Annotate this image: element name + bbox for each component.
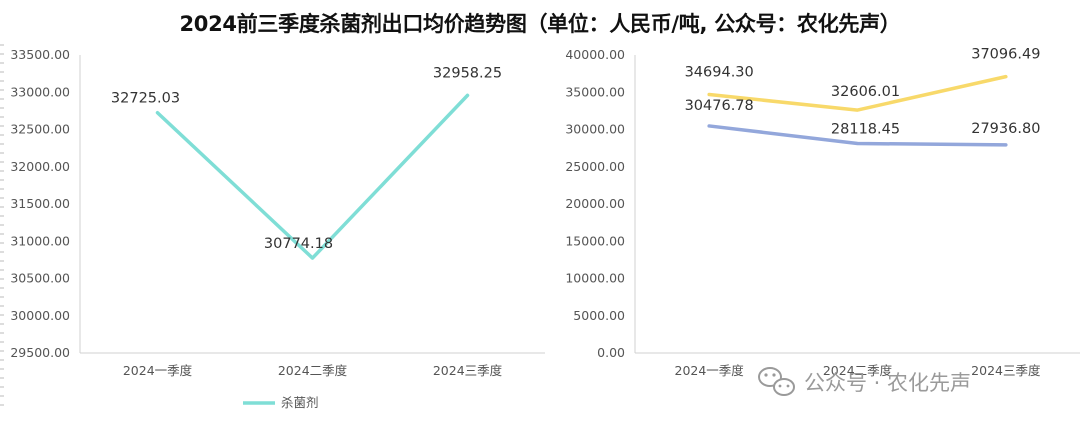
data-label: 37096.49 bbox=[971, 47, 1040, 63]
legend-label: 杀菌剂 bbox=[281, 395, 319, 410]
data-label: 32958.25 bbox=[433, 65, 502, 81]
series-line bbox=[707, 124, 1008, 147]
x-tick-label: 2024三季度 bbox=[971, 363, 1041, 378]
y-tick-label: 31000.00 bbox=[10, 233, 70, 248]
x-tick-label: 2024二季度 bbox=[823, 363, 893, 378]
y-tick-label: 40000.00 bbox=[565, 47, 625, 62]
y-tick-label: 33500.00 bbox=[10, 47, 70, 62]
y-tick-label: 35000.00 bbox=[565, 84, 625, 99]
chart-2: 0.00 5000.00 10000.00 15000.00 20000.00 25000… bbox=[565, 47, 1080, 378]
y-tick-label: 25000.00 bbox=[565, 159, 625, 174]
data-label: 30774.18 bbox=[264, 236, 333, 252]
y-tick-label: 30500.00 bbox=[10, 271, 70, 286]
data-label: 34694.30 bbox=[685, 65, 754, 81]
watermark-text: 公众号 · 农化先声 bbox=[804, 371, 971, 395]
wechat-icon bbox=[758, 367, 795, 396]
y-tick-label: 32500.00 bbox=[10, 122, 70, 137]
data-label: 32606.01 bbox=[831, 84, 900, 100]
y-tick-label: 31500.00 bbox=[10, 196, 70, 211]
data-label: 32725.03 bbox=[111, 91, 180, 107]
y-tick-label: 29500.00 bbox=[10, 345, 70, 360]
series-line bbox=[707, 74, 1008, 112]
chart-1: 29500.00 30000.00 30500.00 31000.00 31500.00… bbox=[0, 44, 545, 410]
data-label: 27936.80 bbox=[971, 121, 1040, 137]
y-tick-label: 33000.00 bbox=[10, 84, 70, 99]
chart-title: 2024前三季度杀菌剂出口均价趋势图（单位：人民币/吨, 公众号：农化先声） bbox=[179, 12, 901, 36]
y-tick-label: 10000.00 bbox=[565, 271, 625, 286]
watermark: 公众号 · 农化先声 bbox=[758, 367, 971, 396]
x-tick-label: 2024三季度 bbox=[433, 363, 503, 378]
y-tick-label: 32000.00 bbox=[10, 159, 70, 174]
y-tick-label: 20000.00 bbox=[565, 196, 625, 211]
y-tick-label: 15000.00 bbox=[565, 233, 625, 248]
x-tick-label: 2024一季度 bbox=[123, 363, 193, 378]
y-tick-label: 5000.00 bbox=[573, 308, 625, 323]
data-label: 28118.45 bbox=[831, 122, 900, 138]
data-label: 30476.78 bbox=[685, 98, 754, 114]
y-tick-label: 30000.00 bbox=[565, 122, 625, 137]
x-tick-label: 2024一季度 bbox=[675, 363, 745, 378]
series-line bbox=[155, 93, 470, 260]
y-tick-label: 30000.00 bbox=[10, 308, 70, 323]
y-tick-label: 0.00 bbox=[597, 345, 625, 360]
x-tick-label: 2024二季度 bbox=[278, 363, 348, 378]
